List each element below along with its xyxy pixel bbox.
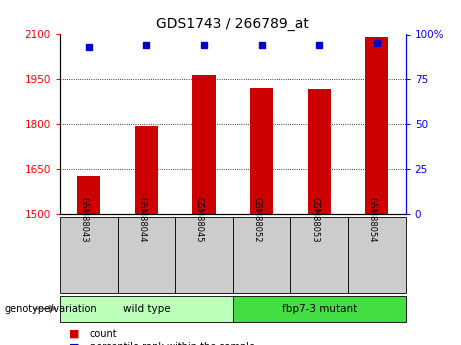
FancyBboxPatch shape: [233, 217, 290, 293]
Bar: [365, 38, 388, 214]
Text: wild type: wild type: [123, 304, 170, 314]
Title: GDS1743 / 266789_at: GDS1743 / 266789_at: [156, 17, 309, 31]
Text: percentile rank within the sample: percentile rank within the sample: [90, 343, 255, 345]
FancyBboxPatch shape: [290, 217, 348, 293]
FancyBboxPatch shape: [175, 217, 233, 293]
FancyBboxPatch shape: [60, 217, 118, 293]
Text: genotype/variation: genotype/variation: [5, 304, 97, 314]
Text: ■: ■: [69, 329, 80, 338]
Text: GSM88043: GSM88043: [80, 197, 89, 243]
Bar: [135, 126, 158, 214]
Bar: [250, 88, 273, 214]
Text: GSM88052: GSM88052: [253, 197, 262, 243]
FancyBboxPatch shape: [60, 296, 233, 322]
Bar: [77, 176, 100, 214]
Text: GSM88053: GSM88053: [310, 197, 319, 243]
FancyBboxPatch shape: [118, 217, 175, 293]
Text: count: count: [90, 329, 118, 338]
FancyBboxPatch shape: [233, 296, 406, 322]
Text: GSM88054: GSM88054: [368, 197, 377, 243]
Text: GSM88045: GSM88045: [195, 197, 204, 243]
FancyBboxPatch shape: [348, 217, 406, 293]
Text: fbp7-3 mutant: fbp7-3 mutant: [282, 304, 357, 314]
Bar: [193, 75, 216, 214]
Bar: [308, 89, 331, 214]
Text: ■: ■: [69, 343, 80, 345]
Text: GSM88044: GSM88044: [137, 197, 146, 243]
